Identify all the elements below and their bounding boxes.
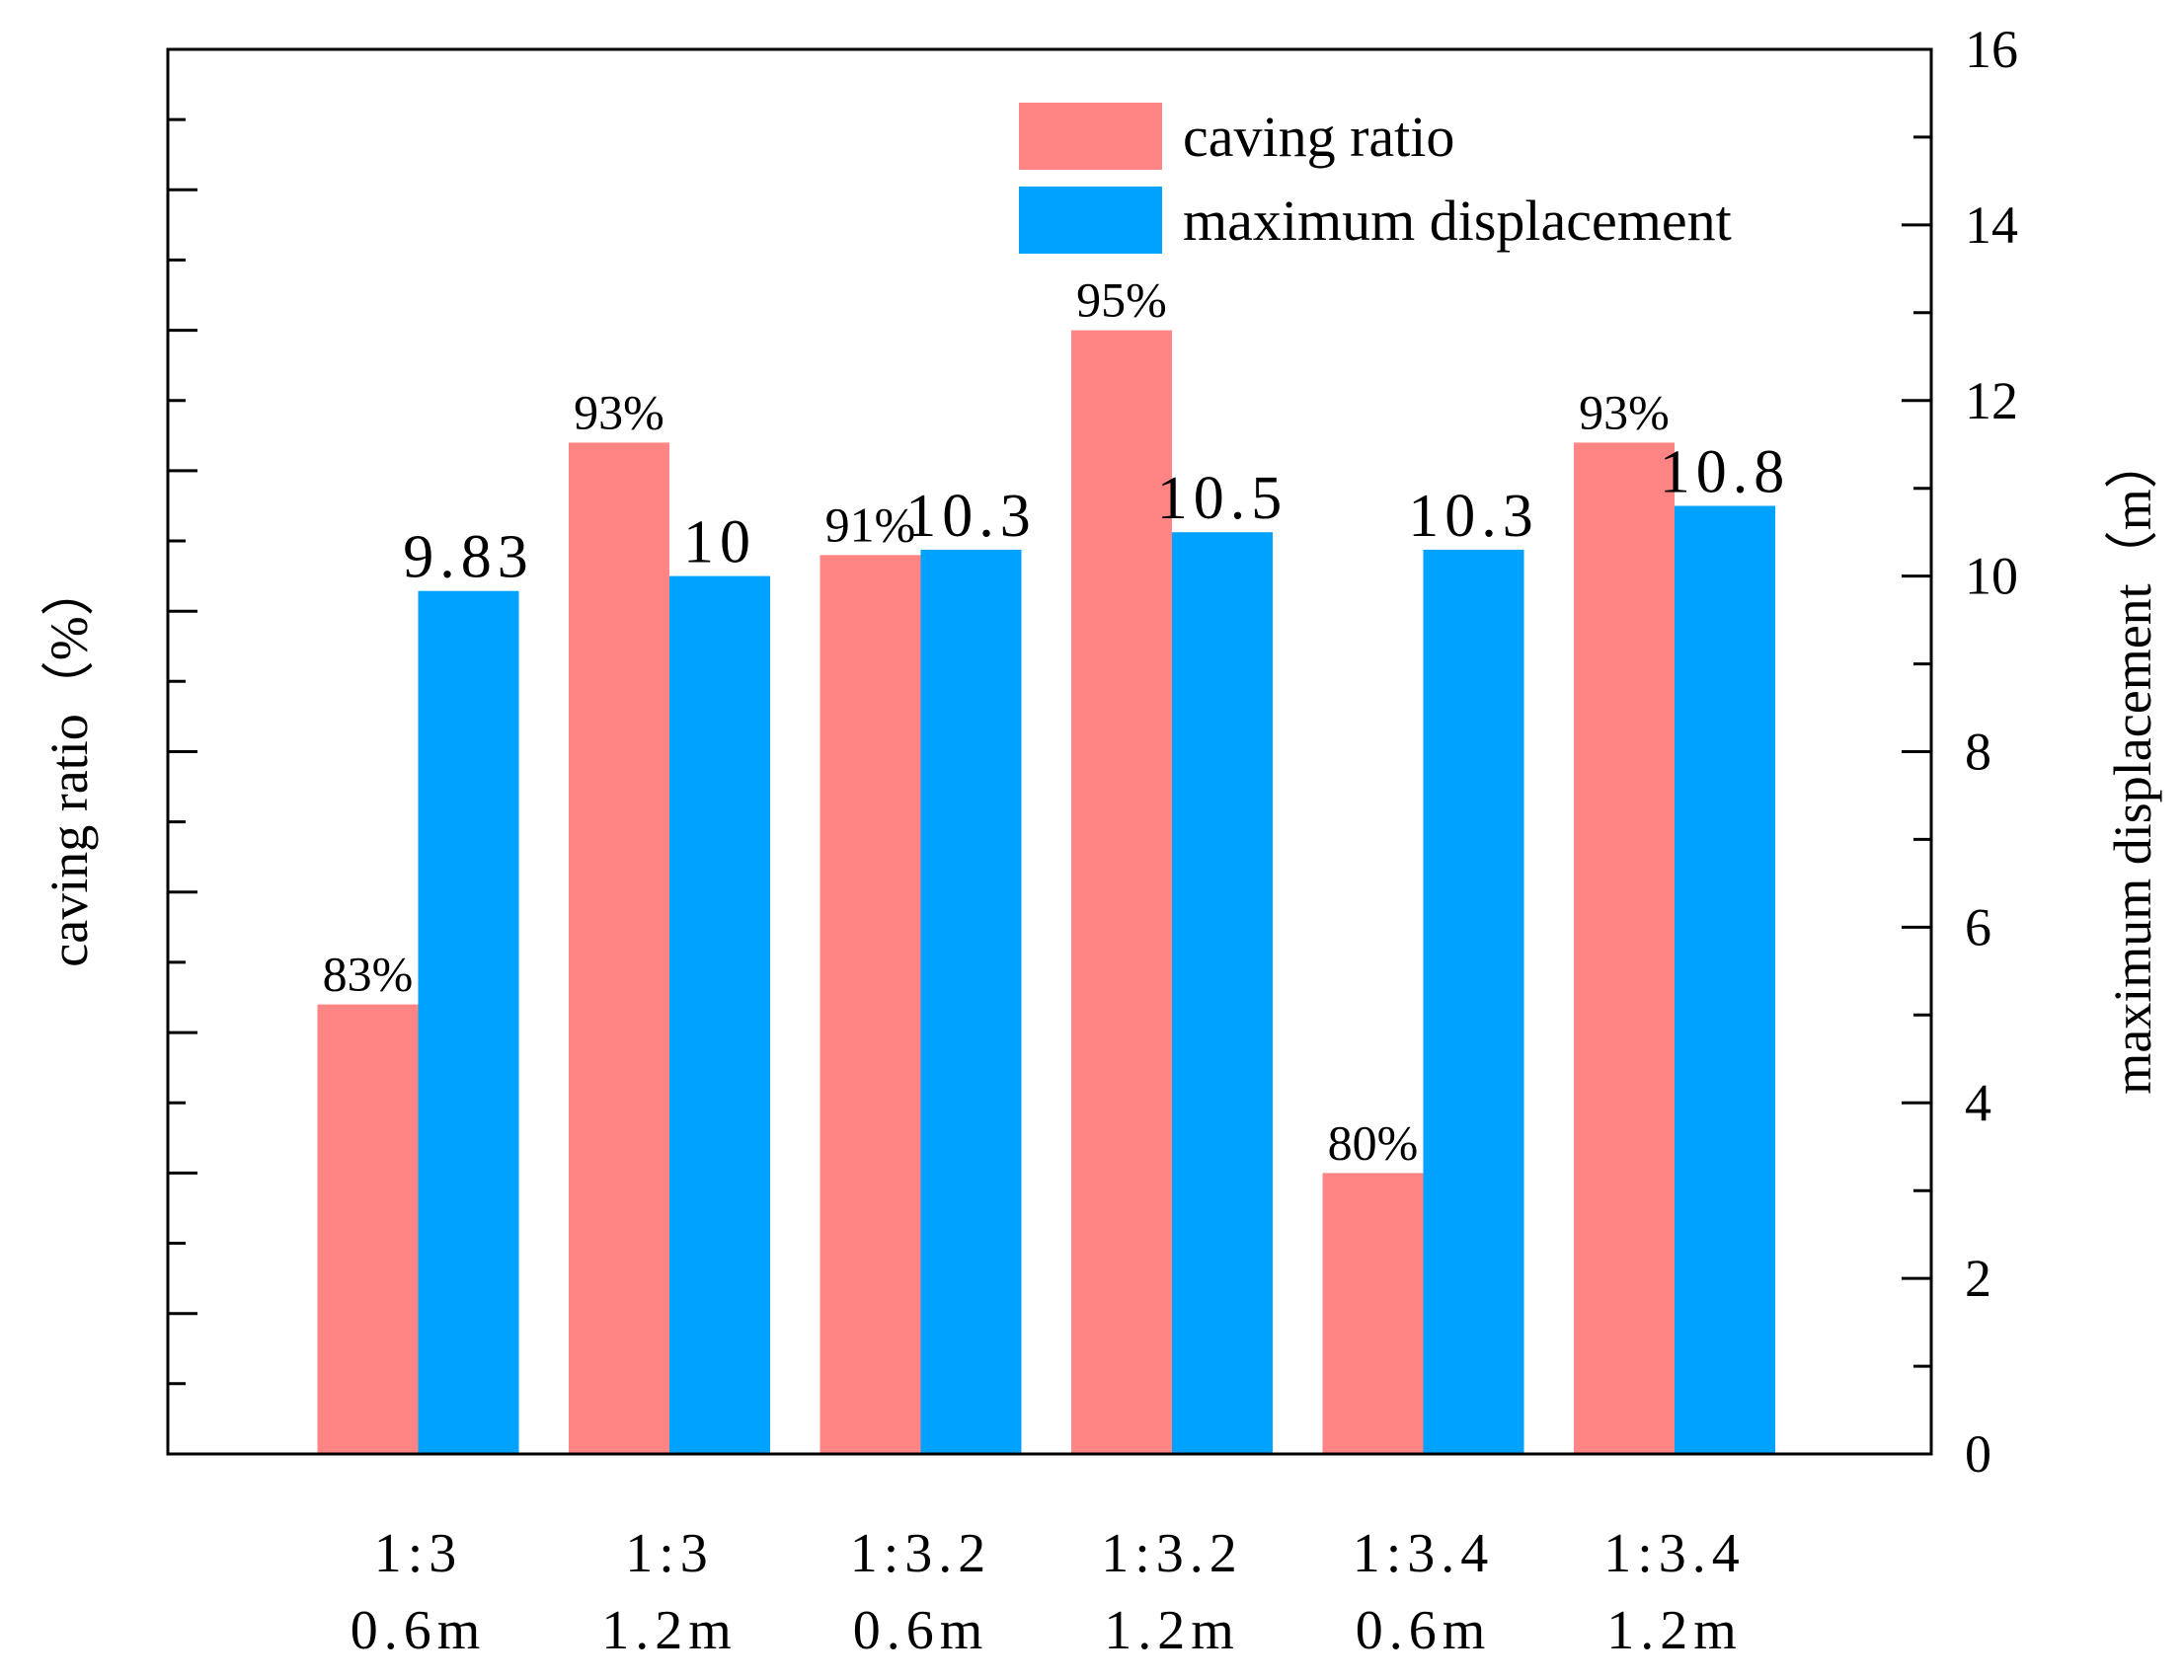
data-label-caving-ratio-3: 95%: [1076, 272, 1167, 328]
right-axis-tick-label-0: 0: [1965, 1424, 1991, 1484]
x-tick-label-3-line-1: 1.2m: [1104, 1600, 1240, 1661]
data-label-maximum-displacement-3: 10.5: [1157, 465, 1288, 532]
bar-maximum-displacement-5: [1675, 505, 1775, 1454]
data-label-maximum-displacement-1: 10: [683, 509, 756, 576]
right-axis-tick-label-4: 4: [1965, 1073, 1991, 1132]
data-labels: 83% 93% 91% 95% 80% 93% 9.83 10 10.3 10.5 10.3 10.8: [323, 272, 1791, 1171]
bar-maximum-displacement-4: [1423, 549, 1524, 1454]
x-tick-label-5-line-1: 1.2m: [1606, 1600, 1743, 1661]
bars: [317, 330, 1775, 1455]
bar-maximum-displacement-2: [920, 549, 1022, 1454]
x-tick-label-1-line-1: 1.2m: [601, 1600, 738, 1661]
data-label-caving-ratio-1: 93%: [574, 384, 664, 439]
data-label-caving-ratio-2: 91%: [825, 496, 916, 552]
plot-frame: [166, 47, 1933, 1456]
bar-maximum-displacement-0: [418, 590, 519, 1454]
bar-caving-ratio-1: [569, 442, 669, 1454]
x-tick-label-5-line-0: 1:3.4: [1603, 1523, 1746, 1584]
right-axis-tick-label-6: 6: [1965, 897, 1991, 956]
x-tick-label-0-line-1: 0.6m: [351, 1600, 487, 1661]
right-axis-title: maximum displacement（m）: [2103, 435, 2162, 1094]
x-tick-label-4-line-1: 0.6m: [1356, 1600, 1492, 1661]
bar-caving-ratio-0: [317, 1004, 419, 1454]
bar-caving-ratio-3: [1071, 330, 1172, 1455]
bar-caving-ratio-2: [819, 555, 921, 1454]
x-tick-label-1-line-0: 1:3: [625, 1523, 714, 1584]
legend-label-maximum-displacement: maximum displacement: [1183, 189, 1732, 253]
x-tick-label-0-line-0: 1:3: [374, 1523, 463, 1584]
bar-maximum-displacement-3: [1172, 532, 1273, 1454]
left-axis-title: caving ratio（%）: [39, 563, 99, 966]
legend-swatch-maximum-displacement: [1019, 187, 1162, 254]
axis-ticks: [168, 117, 1931, 1386]
x-tick-label-2-line-1: 0.6m: [853, 1600, 989, 1661]
data-label-caving-ratio-0: 83%: [323, 947, 414, 1002]
legend: caving ratio maximum displacement: [1019, 103, 1732, 254]
data-label-maximum-displacement-4: 10.3: [1408, 483, 1539, 550]
right-axis-tick-label-14: 14: [1965, 195, 2018, 255]
right-axis-tick-label-10: 10: [1965, 547, 2018, 606]
legend-swatch-caving-ratio: [1019, 103, 1162, 170]
right-axis-tick-label-2: 2: [1965, 1249, 1991, 1308]
right-axis-tick-label-16: 16: [1965, 20, 2018, 79]
x-tick-label-2-line-0: 1:3.2: [850, 1523, 992, 1584]
data-label-caving-ratio-4: 80%: [1328, 1114, 1419, 1170]
data-label-maximum-displacement-0: 9.83: [403, 524, 534, 591]
data-label-maximum-displacement-2: 10.3: [905, 483, 1037, 550]
data-label-caving-ratio-5: 93%: [1579, 384, 1670, 439]
bar-maximum-displacement-1: [669, 575, 770, 1454]
bar-caving-ratio-5: [1574, 442, 1675, 1454]
right-axis-tick-labels: 0 2 4 6 8 10 12 14 16: [1965, 20, 2018, 1484]
right-axis-tick-label-12: 12: [1965, 371, 2018, 430]
x-axis-tick-labels: 1:3 0.6m 1:3 1.2m 1:3.2 0.6m 1:3.2 1.2m 1:3.4 0.6…: [351, 1523, 1746, 1661]
data-label-maximum-displacement-5: 10.8: [1660, 439, 1791, 506]
x-tick-label-4-line-0: 1:3.4: [1353, 1523, 1495, 1584]
legend-label-caving-ratio: caving ratio: [1183, 105, 1454, 169]
x-tick-label-3-line-0: 1:3.2: [1101, 1523, 1243, 1584]
right-axis-tick-label-8: 8: [1965, 723, 1991, 782]
bar-caving-ratio-4: [1322, 1173, 1424, 1454]
